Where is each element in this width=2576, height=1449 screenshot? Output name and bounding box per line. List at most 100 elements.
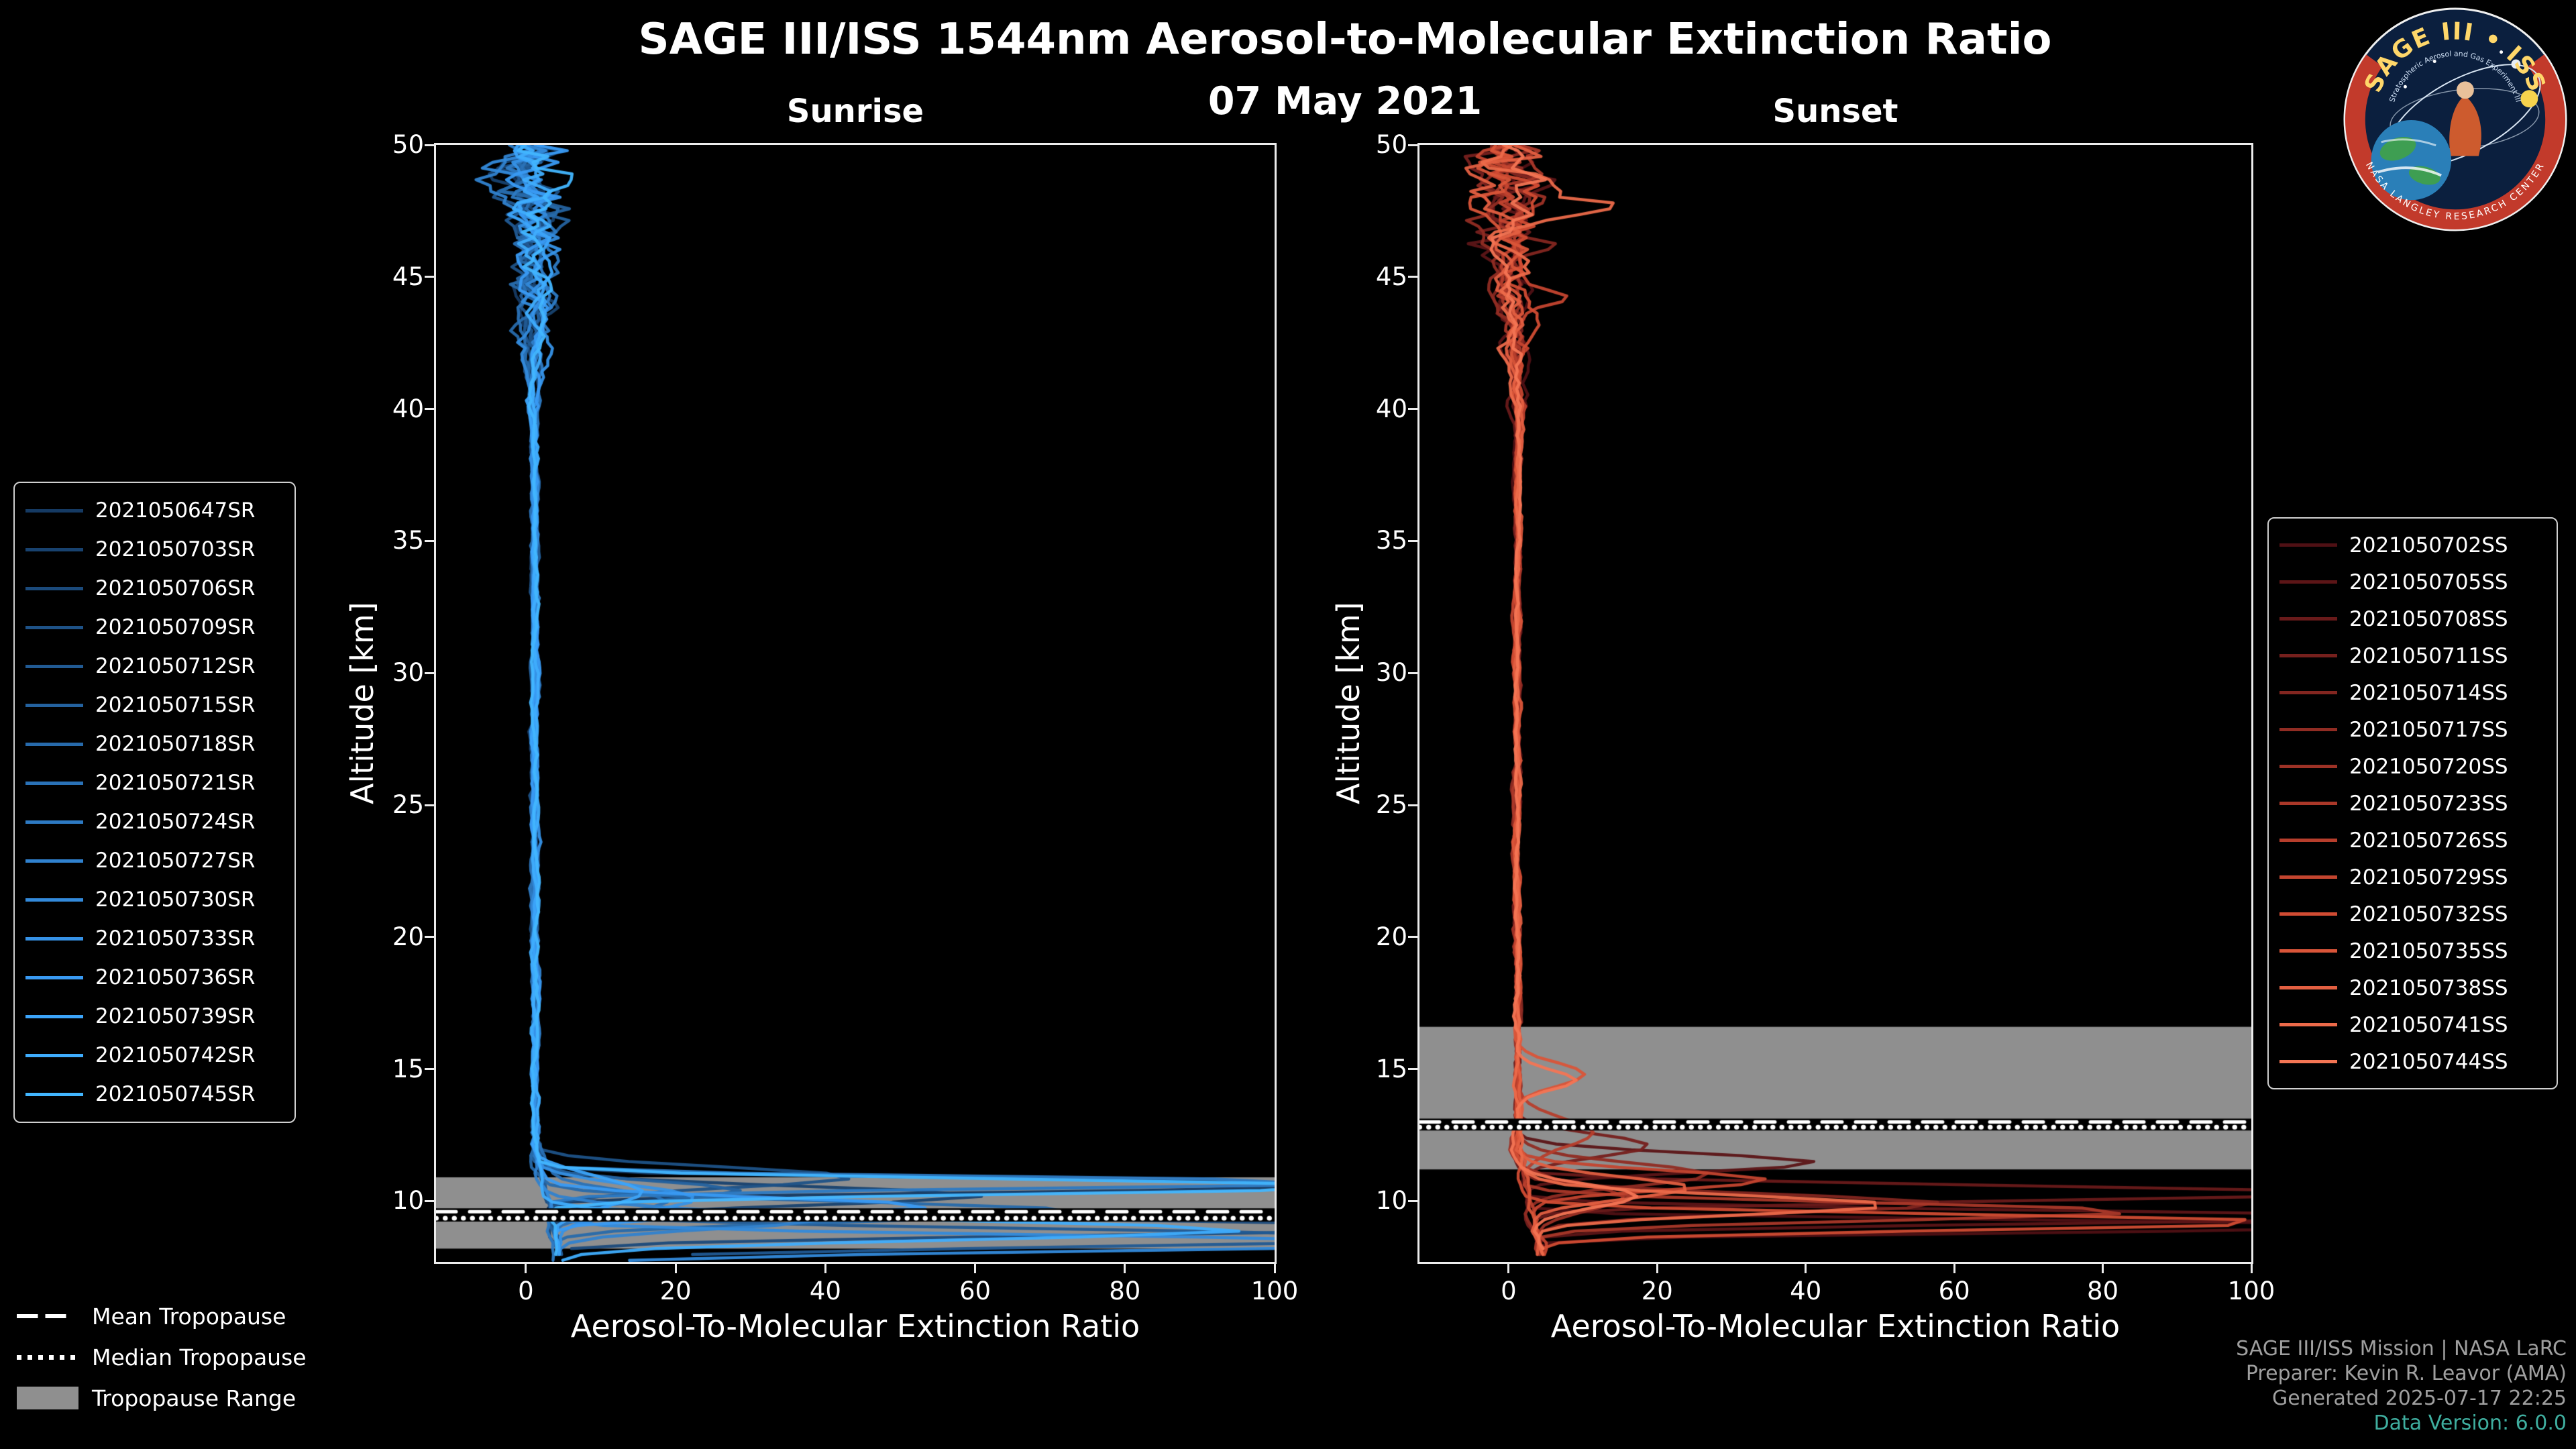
logo-star-icon [2403,85,2407,89]
legend-line-icon [2279,1060,2337,1063]
legend-line-icon [25,1053,83,1057]
y-tick-label: 30 [392,658,424,688]
credit-generated: Generated 2025-07-17 22:25 [2271,1387,2567,1410]
tropopause-range-label: Tropopause Range [92,1385,297,1411]
legend-label: 2021050720SS [2349,754,2508,779]
y-tick-label: 10 [1375,1186,1407,1216]
y-tick-label: 35 [1375,526,1407,555]
legend-line-icon [2279,912,2337,916]
legend-label: 2021050702SS [2349,533,2508,557]
x-tick-mark [974,1264,977,1273]
y-tick-label: 10 [392,1186,424,1216]
legend-label: 2021050736SR [95,965,256,989]
x-tick-mark [525,1264,527,1273]
y-tick-mark [1408,1199,1417,1202]
legend-item: 2021050742SR [25,1036,284,1075]
logo-moon-icon [2511,59,2521,69]
x-tick-label: 80 [1109,1277,1141,1305]
y-tick-mark [1408,804,1417,806]
legend-item: 2021050736SR [25,958,284,997]
legend-line-icon [25,664,83,668]
y-tick-label: 40 [392,394,424,423]
logo-red-band [2345,9,2566,230]
x-tick-mark [1273,1264,1276,1273]
gray-patch-icon [17,1387,78,1409]
legend-line-icon [25,781,83,785]
legend-label: 2021050718SR [95,732,256,756]
x-tick-label: 100 [2227,1277,2275,1305]
legend-label: 2021050727SR [95,849,256,873]
y-tick-mark [425,408,434,411]
legend-item: 2021050733SR [25,919,284,958]
sunset-panel-title: Sunset [1772,93,1898,130]
y-tick-label: 50 [1375,130,1407,159]
sunrise-x-axis-label: Aerosol-To-Molecular Extinction Ratio [570,1308,1140,1344]
legend-label: 2021050739SR [95,1004,256,1028]
legend-item: 2021050724SR [25,802,284,841]
y-tick-mark [1408,408,1417,411]
legend-item: 2021050708SS [2279,600,2546,637]
legend-item: 2021050732SS [2279,896,2546,932]
x-tick-label: 40 [809,1277,841,1305]
sunrise-legend: 2021050647SR 2021050703SR 2021050706SR 2021… [13,482,296,1123]
legend-line-icon [2279,839,2337,842]
tropopause-range-legend-item: Tropopause Range [17,1383,296,1413]
legend-label: 2021050745SR [95,1082,256,1106]
mean-tropopause-label: Mean Tropopause [92,1303,286,1330]
sunset-plot-canvas [1419,145,2251,1262]
legend-item: 2021050726SS [2279,822,2546,859]
y-tick-mark [1408,539,1417,542]
legend-item: 2021050717SS [2279,711,2546,748]
legend-line-icon [25,625,83,629]
legend-label: 2021050647SR [95,498,256,523]
credit-mission: SAGE III/ISS Mission | NASA LaRC [2236,1337,2567,1360]
logo-earth-cloud [2377,166,2442,177]
figure-title: SAGE III/ISS 1544nm Aerosol-to-Molecular… [638,15,2052,64]
x-tick-label: 0 [1501,1277,1517,1305]
x-tick-label: 20 [1641,1277,1673,1305]
legend-item: 2021050702SS [2279,527,2546,564]
legend-label: 2021050717SS [2349,717,2508,742]
sunrise-plot-canvas [436,145,1275,1262]
legend-label: 2021050709SR [95,615,256,639]
x-tick-label: 100 [1250,1277,1299,1305]
y-tick-label: 45 [1375,262,1407,291]
x-tick-label: 40 [1790,1277,1822,1305]
legend-line-icon [25,547,83,551]
legend-label: 2021050708SS [2349,606,2508,631]
sunset-legend: 2021050702SS 2021050705SS 2021050708SS 2021… [2267,517,2558,1089]
legend-line-icon [2279,949,2337,953]
legend-line-icon [25,508,83,513]
sunset-x-axis-label: Aerosol-To-Molecular Extinction Ratio [1550,1308,2121,1344]
y-tick-label: 15 [392,1054,424,1083]
logo-star-icon [2432,60,2436,63]
legend-item: 2021050730SR [25,880,284,919]
y-tick-mark [425,936,434,938]
legend-label: 2021050729SS [2349,865,2508,890]
y-tick-mark [1408,672,1417,674]
legend-label: 2021050741SS [2349,1012,2508,1037]
legend-item: 2021050709SR [25,608,284,647]
logo-figure-head [2456,81,2474,99]
legend-label: 2021050714SS [2349,680,2508,705]
legend-item: 2021050714SS [2279,674,2546,711]
y-tick-mark [425,1068,434,1071]
y-tick-label: 25 [1375,790,1407,820]
legend-item: 2021050720SS [2279,748,2546,785]
sunset-y-axis-label: Altitude [km] [1330,602,1366,805]
median-tropopause-legend-item: Median Tropopause [17,1342,307,1372]
x-tick-mark [2250,1264,2253,1273]
legend-line-icon [2279,691,2337,694]
sunrise-y-axis-label: Altitude [km] [344,602,380,805]
legend-item: 2021050729SS [2279,859,2546,896]
y-tick-mark [425,144,434,146]
y-tick-mark [1408,144,1417,146]
y-tick-mark [425,804,434,806]
x-tick-label: 20 [659,1277,692,1305]
x-tick-mark [824,1264,826,1273]
legend-line-icon [2279,765,2337,768]
credits-block: SAGE III/ISS Mission | NASA LaRC Prepare… [2236,1336,2567,1436]
legend-item: 2021050739SR [25,997,284,1036]
legend-label: 2021050724SR [95,810,256,834]
